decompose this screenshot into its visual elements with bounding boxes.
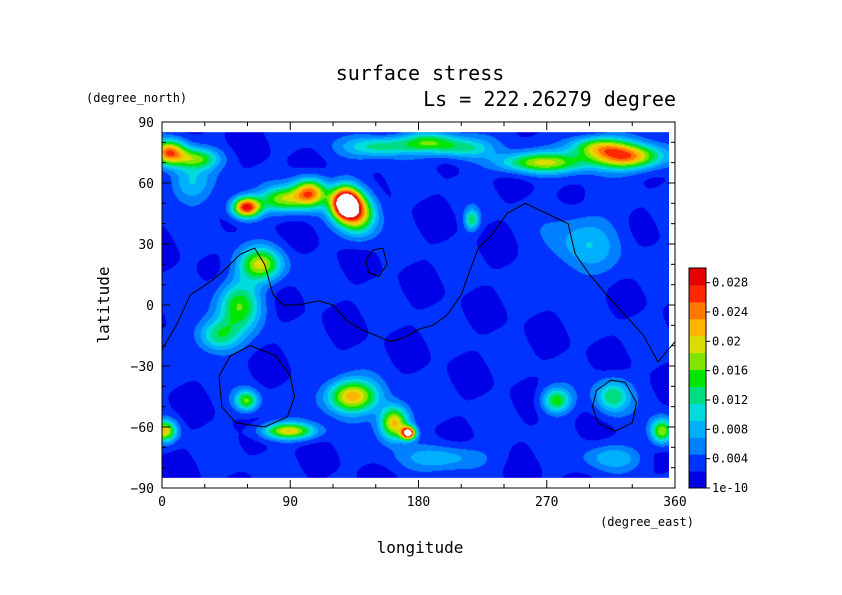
- x-tick-label: 270: [535, 495, 558, 510]
- colorbar-swatch: [689, 471, 706, 489]
- colorbar-label: 0.004: [712, 452, 748, 466]
- y-tick-label: 60: [138, 177, 154, 192]
- colorbar-swatch: [689, 352, 706, 371]
- colorbar-swatch: [689, 369, 706, 387]
- x-tick-label: 0: [158, 495, 166, 510]
- plot-area: 0 90 180 270 360 90 60 30 0 −30 −60 −90: [131, 116, 687, 510]
- y-axis-ticks: 90 60 30 0 −30 −60 −90: [131, 116, 675, 497]
- colorbar-label: 1e-10: [712, 481, 748, 495]
- colorbar-swatch: [689, 268, 706, 286]
- y-tick-label: 90: [138, 116, 154, 131]
- x-tick-label: 90: [282, 495, 298, 510]
- elysium-outline: [365, 247, 388, 278]
- x-axis-label: longitude: [377, 538, 464, 557]
- chart-title: surface stress: [336, 61, 505, 85]
- colorbar-label: 0.012: [712, 393, 748, 407]
- colorbar-swatch: [689, 403, 706, 421]
- colorbar-swatch: [689, 301, 706, 320]
- contour-layer: [161, 202, 676, 432]
- colorbar-swatch: [689, 335, 706, 354]
- colorbar-swatch: [689, 420, 706, 438]
- y-tick-label: −30: [131, 360, 154, 375]
- y-units: (degree_north): [86, 91, 187, 105]
- argyre-basin: [591, 379, 638, 432]
- y-axis-label: latitude: [94, 266, 113, 343]
- surface-stress-field: [162, 132, 669, 478]
- colorbar-label: 0.008: [712, 422, 748, 436]
- colorbar-swatch: [689, 437, 706, 455]
- colorbar-frame: [688, 267, 707, 489]
- y-tick-label: −60: [131, 421, 154, 436]
- x-tick-label: 180: [407, 495, 430, 510]
- colorbar-label: 0.028: [712, 276, 748, 290]
- chart-subtitle: Ls = 222.26279 degree: [423, 87, 676, 111]
- colorbar-swatch: [689, 284, 706, 303]
- colorbar-label: 0.02: [712, 334, 741, 348]
- colorbar-swatches: [689, 268, 706, 489]
- colorbar-label: 0.016: [712, 364, 748, 378]
- colorbar-swatch: [689, 318, 706, 337]
- y-tick-label: 0: [146, 299, 154, 314]
- dichotomy-boundary: [161, 202, 676, 363]
- colorbar: 0.028 0.024 0.02 0.016 0.012 0.008 0.004 1e-10: [688, 267, 748, 495]
- x-tick-label: 360: [663, 495, 686, 510]
- colorbar-swatch: [689, 454, 706, 472]
- colorbar-swatch: [689, 386, 706, 404]
- colorbar-label: 0.024: [712, 305, 748, 319]
- colorbar-labels: 0.028 0.024 0.02 0.016 0.012 0.008 0.004 1e-10: [706, 276, 748, 495]
- x-axis-ticks: 0 90 180 270 360: [158, 122, 687, 510]
- y-tick-label: −90: [131, 482, 154, 497]
- y-tick-label: 30: [138, 238, 154, 253]
- x-units: (degree_east): [600, 515, 694, 529]
- hellas-basin: [218, 345, 296, 428]
